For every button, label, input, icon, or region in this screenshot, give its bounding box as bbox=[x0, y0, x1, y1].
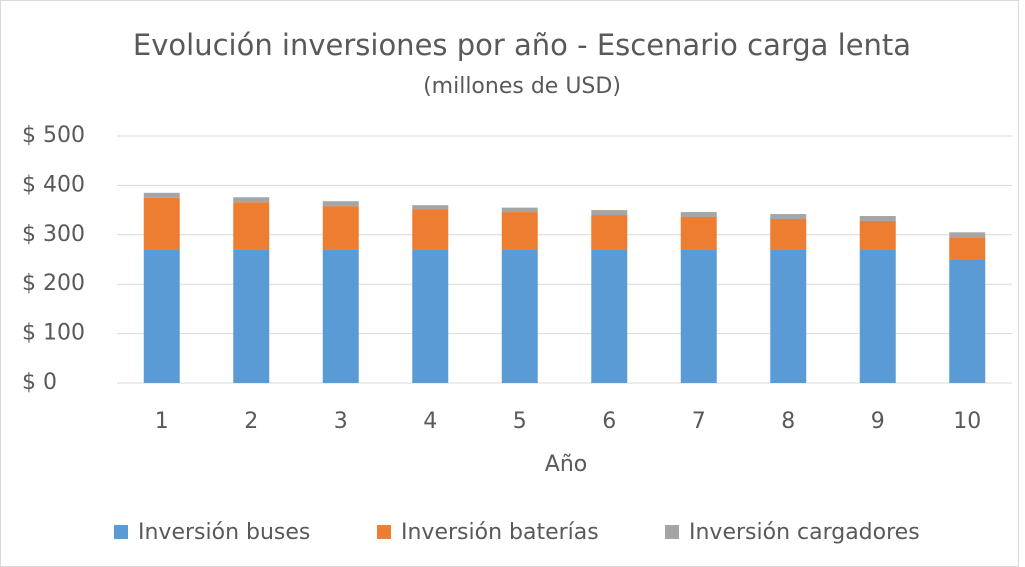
y-tick-label: $ 300 bbox=[22, 222, 85, 247]
x-tick-label: 2 bbox=[244, 409, 258, 434]
bar-segment bbox=[591, 215, 628, 250]
x-tick-label: 8 bbox=[781, 409, 795, 434]
legend-label: Inversión buses bbox=[138, 520, 310, 545]
x-tick-label: 7 bbox=[692, 409, 706, 434]
legend-swatch bbox=[114, 525, 128, 539]
bar-segment bbox=[412, 249, 449, 383]
bar-segment bbox=[859, 216, 896, 221]
bar-segment bbox=[322, 201, 359, 207]
bar-segment bbox=[949, 259, 986, 383]
bar-segment bbox=[501, 249, 538, 383]
x-tick-label: 4 bbox=[423, 409, 437, 434]
y-tick-label: $ 0 bbox=[22, 370, 57, 395]
bar-segment bbox=[501, 207, 538, 213]
bar-segment bbox=[143, 249, 180, 383]
bar-segment bbox=[591, 249, 628, 383]
bar-segment bbox=[233, 202, 270, 250]
bar-segment bbox=[322, 249, 359, 383]
x-tick-label: 3 bbox=[334, 409, 348, 434]
bar-segment bbox=[233, 197, 270, 203]
bar-segment bbox=[322, 206, 359, 250]
y-tick-label: $ 200 bbox=[22, 271, 85, 296]
bar-segment bbox=[770, 218, 807, 250]
chart-subtitle: (millones de USD) bbox=[423, 74, 621, 99]
legend-swatch bbox=[377, 525, 391, 539]
bar-segment bbox=[770, 249, 807, 383]
bar-segment bbox=[143, 197, 180, 250]
x-tick-label: 5 bbox=[513, 409, 527, 434]
x-tick-label: 10 bbox=[953, 409, 981, 434]
bar-segment bbox=[680, 217, 717, 250]
chart-title: Evolución inversiones por año - Escenari… bbox=[133, 28, 911, 62]
x-axis-label: Año bbox=[545, 452, 587, 477]
bar-segment bbox=[770, 214, 807, 219]
legend-label: Inversión cargadores bbox=[689, 520, 920, 545]
bar-segment bbox=[859, 249, 896, 383]
bar-segment bbox=[412, 205, 449, 210]
bar-segment bbox=[859, 220, 896, 250]
legend-label: Inversión baterías bbox=[401, 520, 599, 545]
bar-segment bbox=[501, 212, 538, 250]
bar-segment bbox=[680, 212, 717, 218]
y-tick-label: $ 500 bbox=[22, 123, 85, 148]
y-tick-label: $ 100 bbox=[22, 321, 85, 346]
bar-segment bbox=[949, 232, 986, 238]
legend-swatch bbox=[665, 525, 679, 539]
bar-segment bbox=[680, 249, 717, 383]
bar-segment bbox=[412, 209, 449, 250]
x-tick-label: 9 bbox=[871, 409, 885, 434]
bar-segment bbox=[233, 249, 270, 383]
x-tick-label: 6 bbox=[602, 409, 616, 434]
y-tick-label: $ 400 bbox=[22, 172, 85, 197]
bar-segment bbox=[591, 210, 628, 216]
bar-segment bbox=[143, 192, 180, 198]
bar-segment bbox=[949, 237, 986, 260]
x-tick-label: 1 bbox=[155, 409, 169, 434]
